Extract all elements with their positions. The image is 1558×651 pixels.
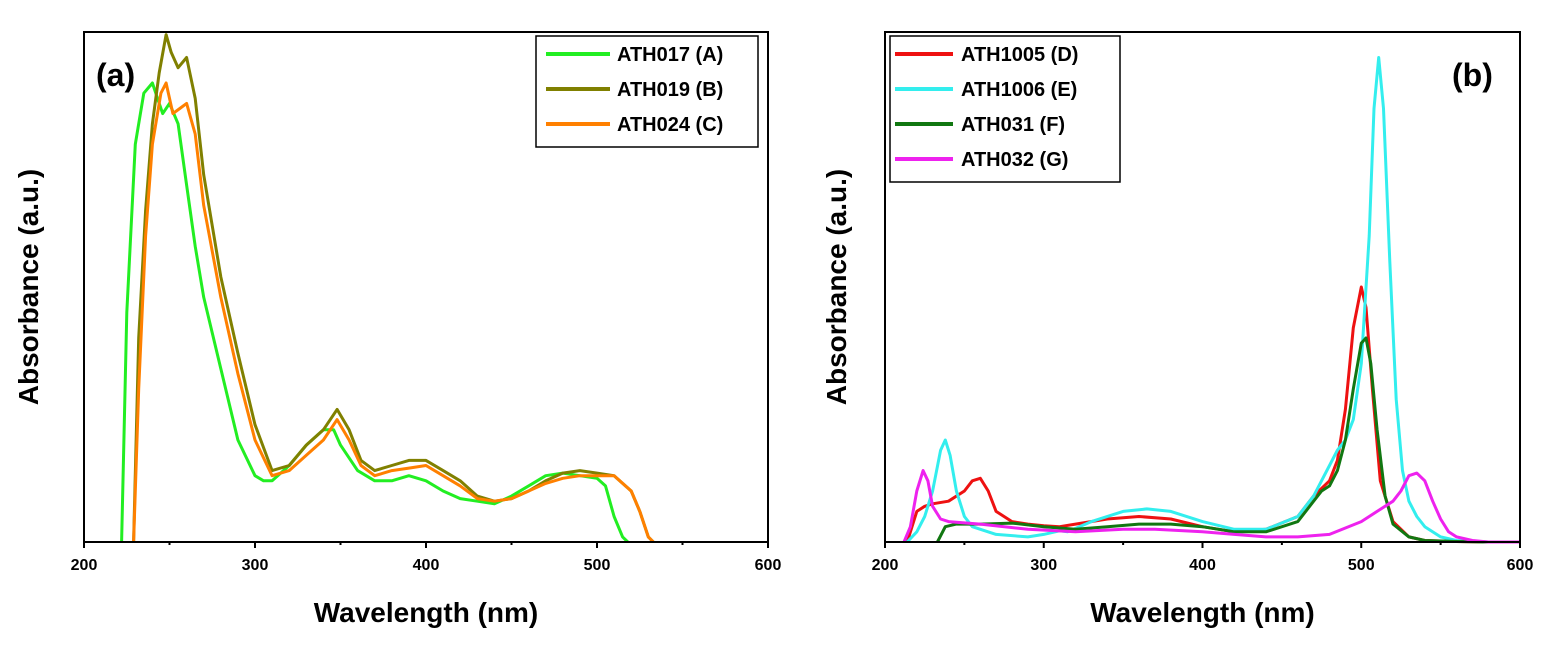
panel-a-x-tick-label: 200 [71,557,98,574]
panel-b-series-line-1 [905,285,1520,544]
panel-b-x-tick-label: 600 [1507,557,1534,574]
panel-a-legend-label-1: ATH017 (A) [617,44,723,66]
panel-b-legend-label-4: ATH032 (G) [961,149,1068,171]
panel-b-x-tick-label: 400 [1189,557,1216,574]
panel-a-series-line-3 [132,81,655,544]
panel-a-series-line-1 [120,81,629,544]
panel-a-legend-label-2: ATH019 (B) [617,79,723,101]
panel-b-legend-label-3: ATH031 (F) [961,114,1065,136]
panel-b-y-axis-label: Absorbance (a.u.) [821,169,852,405]
panel-a-x-tick-label: 500 [584,557,611,574]
panel-a-panel-label: (a) [96,57,135,93]
panel-b-series-line-2 [906,56,1520,544]
panel-b-x-axis-label: Wavelength (nm) [1090,597,1315,628]
panel-b-legend-label-2: ATH1006 (E) [961,79,1077,101]
panel-a-legend-label-3: ATH024 (C) [617,114,723,136]
panel-b-x-tick-label: 200 [872,557,899,574]
panel-a-x-tick-label: 300 [242,557,269,574]
panel-a-y-axis-label: Absorbance (a.u.) [13,169,44,405]
panel-b-x-tick-label: 300 [1030,557,1057,574]
panel-b-series-line-3 [936,336,1520,544]
panel-a-series-line-2 [132,33,655,544]
panel-b-legend-label-1: ATH1005 (D) [961,44,1078,66]
panel-a-x-axis-label: Wavelength (nm) [314,597,539,628]
panel-b-series-line-4 [902,469,1520,544]
panel-b-x-tick-label: 500 [1348,557,1375,574]
panel-a-x-tick-label: 400 [413,557,440,574]
panel-a-x-tick-label: 600 [755,557,782,574]
panel-b-panel-label: (b) [1452,57,1493,93]
